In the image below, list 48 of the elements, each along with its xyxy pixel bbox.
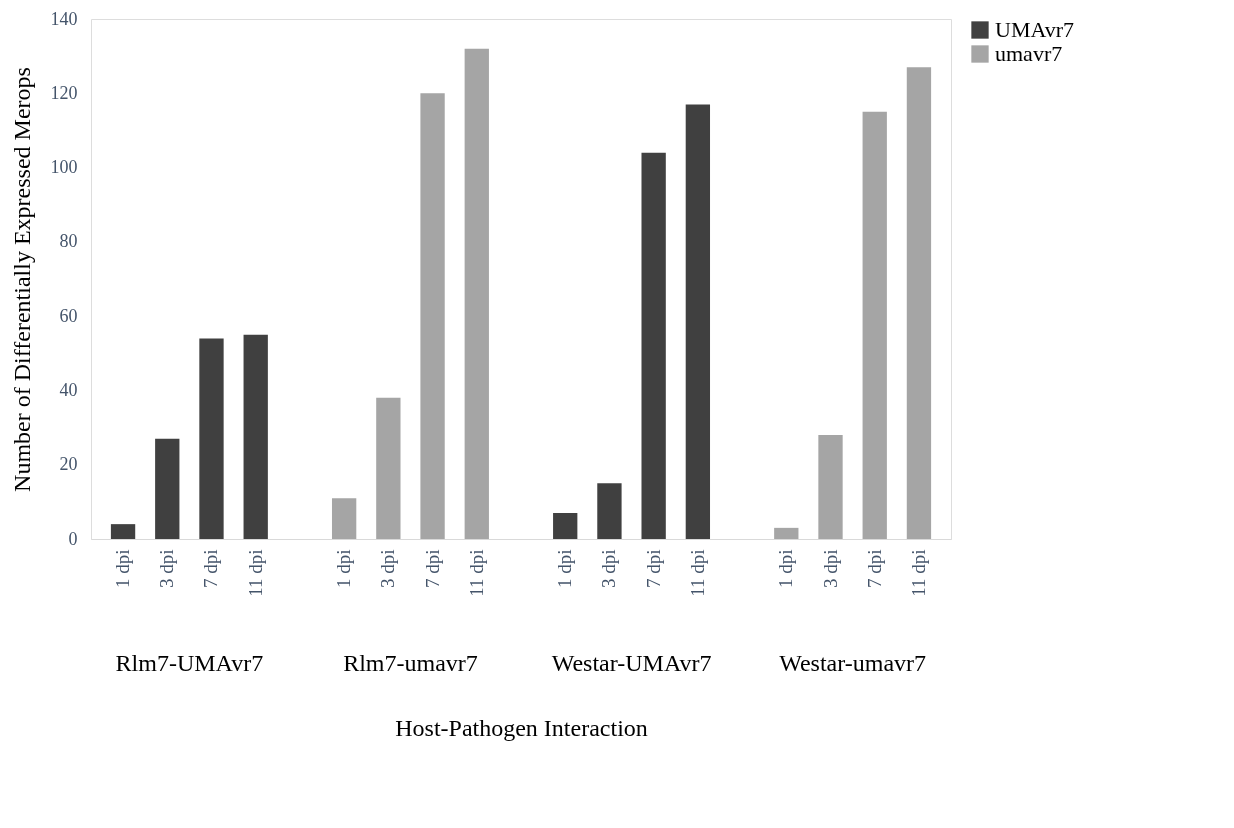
y-axis-title: Number of Differentially Expressed Merops — [8, 67, 35, 492]
y-tick-label: 140 — [50, 8, 78, 29]
x-tick-label: 7 dpi — [200, 549, 222, 589]
y-tick-label: 60 — [59, 305, 78, 326]
bar — [597, 483, 622, 539]
bar — [420, 93, 445, 539]
x-tick-label: 1 dpi — [554, 549, 576, 589]
x-tick-label: 3 dpi — [819, 549, 841, 589]
x-tick-label: 3 dpi — [156, 549, 178, 589]
y-tick-label: 40 — [59, 379, 78, 400]
x-tick-label: 11 dpi — [465, 549, 487, 597]
bar — [376, 397, 401, 539]
x-tick-label: 7 dpi — [421, 549, 443, 589]
x-tick-label: 7 dpi — [863, 549, 885, 589]
x-tick-label: 7 dpi — [642, 549, 664, 589]
bar — [774, 527, 799, 539]
text: Westar-umavr7 — [779, 650, 927, 676]
x-tick-label: 3 dpi — [377, 549, 399, 589]
bar — [641, 152, 666, 539]
bar — [155, 438, 180, 539]
text: Rlm7-UMAvr7 — [115, 650, 264, 676]
y-tick-label: 80 — [59, 231, 78, 252]
x-tick-label: 1 dpi — [112, 549, 134, 589]
x-tick-label: 11 dpi — [686, 549, 708, 597]
y-tick-label: 100 — [50, 157, 78, 178]
bar — [553, 513, 578, 539]
text: Rlm7-umavr7 — [343, 650, 478, 676]
y-tick-label: 120 — [50, 82, 78, 103]
x-tick-label: 11 dpi — [244, 549, 266, 597]
legend-label: umavr7 — [995, 41, 1063, 66]
bar — [464, 48, 489, 539]
bar — [862, 111, 887, 539]
legend-label: UMAvr7 — [995, 17, 1075, 42]
bar — [818, 435, 843, 539]
y-tick-label: 0 — [68, 528, 78, 549]
x-tick-label: 3 dpi — [598, 549, 620, 589]
x-tick-label: 1 dpi — [333, 549, 355, 589]
x-tick-label: 1 dpi — [775, 549, 797, 589]
bar — [331, 498, 357, 539]
bar — [199, 338, 224, 539]
x-axis-title: Host-Pathogen Interaction — [395, 714, 648, 741]
x-tick-label: 11 dpi — [907, 549, 929, 597]
bar — [110, 524, 136, 539]
bar — [685, 104, 711, 539]
text: Westar-UMAvr7 — [551, 650, 712, 676]
bar — [243, 334, 268, 539]
bar — [906, 67, 932, 539]
y-tick-label: 20 — [59, 454, 78, 475]
